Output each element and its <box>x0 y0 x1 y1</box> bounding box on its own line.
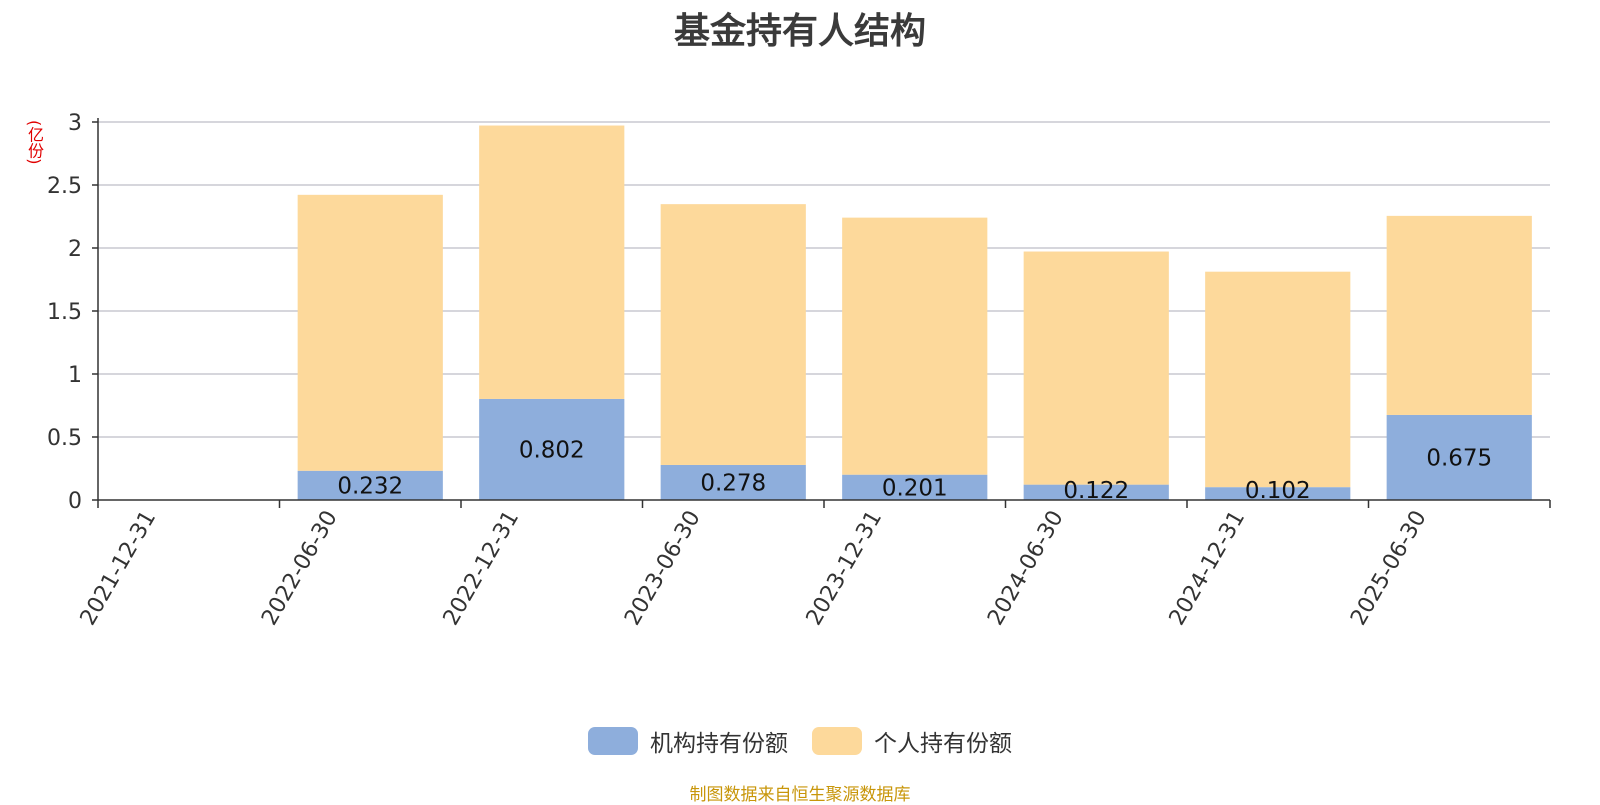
x-tick-label: 2022-06-30 <box>257 507 343 630</box>
x-tick-label: 2023-06-30 <box>620 507 706 630</box>
chart-title: 基金持有人结构 <box>673 11 926 52</box>
x-tick-label: 2025-06-30 <box>1346 507 1432 630</box>
y-tick-label: 3 <box>68 111 82 136</box>
y-tick-label: 1.5 <box>47 300 82 325</box>
y-tick-label: 2 <box>68 237 82 262</box>
data-label: 0.675 <box>1426 445 1492 471</box>
y-tick-label: 0.5 <box>47 426 82 451</box>
y-tick-label: 0 <box>68 489 82 514</box>
data-label: 0.201 <box>882 475 948 501</box>
bar-institution <box>1205 487 1351 500</box>
bar-individual <box>842 217 988 475</box>
bar-institution <box>1023 484 1169 500</box>
legend-swatch-institution <box>588 727 638 755</box>
bar-institution <box>842 474 988 500</box>
x-tick-label: 2024-12-31 <box>1165 507 1251 630</box>
bar-institution <box>1386 414 1532 500</box>
bar-institution <box>297 470 443 500</box>
bar-individual <box>297 194 443 471</box>
y-tick-label: 2.5 <box>47 174 82 199</box>
legend-item-individual[interactable]: 个人持有份额 <box>812 724 1012 758</box>
data-label: 0.278 <box>700 470 766 496</box>
bar-individual <box>479 125 625 399</box>
source-note: 制图数据来自恒生聚源数据库 <box>689 785 911 805</box>
legend-label-institution: 机构持有份额 <box>650 731 788 757</box>
bar-institution <box>660 464 806 500</box>
x-tick-label: 2024-06-30 <box>983 507 1069 630</box>
data-label: 0.232 <box>337 473 403 499</box>
data-label: 0.802 <box>519 437 585 463</box>
legend: 机构持有份额 个人持有份额 <box>0 724 1600 758</box>
legend-label-individual: 个人持有份额 <box>874 731 1012 757</box>
legend-item-institution[interactable]: 机构持有份额 <box>588 724 788 758</box>
bar-individual <box>660 204 806 465</box>
unit-label: (亿份) <box>25 120 44 165</box>
bar-individual <box>1023 251 1169 485</box>
bar-individual <box>1205 271 1351 488</box>
legend-swatch-individual <box>812 727 862 755</box>
x-tick-label: 2023-12-31 <box>802 507 888 630</box>
x-tick-label: 2022-12-31 <box>439 507 525 630</box>
bar-individual <box>1386 215 1532 415</box>
bar-institution <box>479 398 625 500</box>
y-tick-label: 1 <box>68 363 82 388</box>
x-tick-label: 2021-12-31 <box>76 507 162 630</box>
